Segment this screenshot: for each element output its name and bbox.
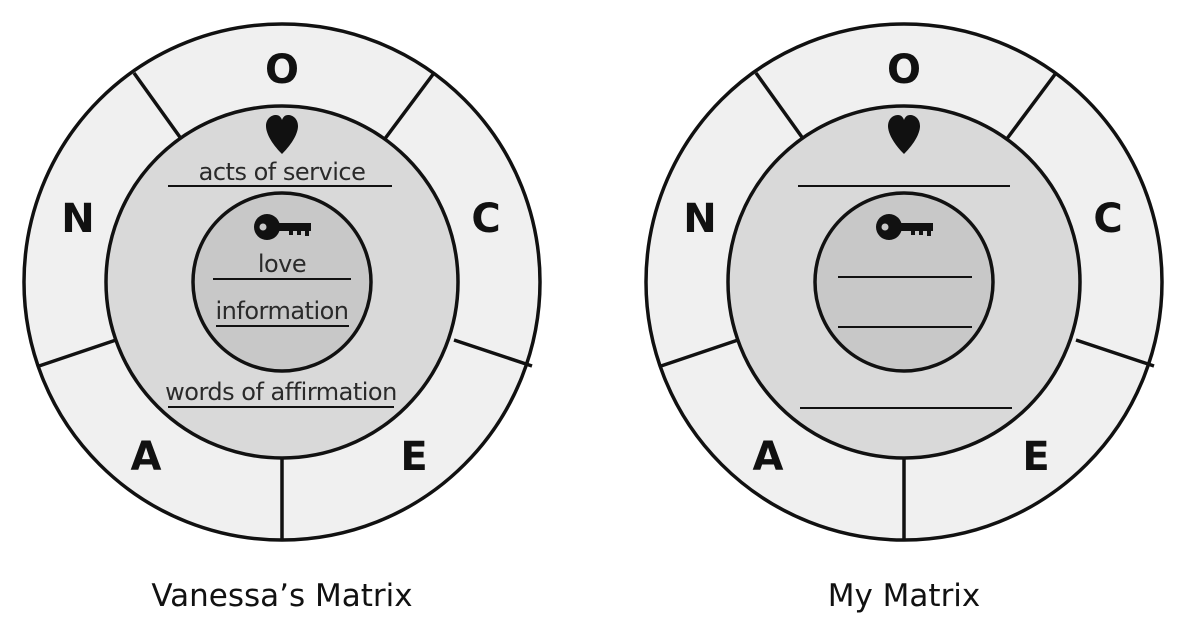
divider-o-c [1004, 71, 1058, 142]
divider-c-e [453, 338, 533, 368]
matrix-title: Vanessa’s Matrix [151, 578, 412, 614]
inner-circle [191, 191, 373, 373]
heart-icon [888, 115, 920, 154]
segment-letter-e: E [1022, 434, 1049, 480]
inner-circle [813, 191, 995, 373]
divider-c-e [1075, 338, 1155, 368]
outer-top-value: acts of service [199, 158, 366, 186]
segment-letter-c: C [471, 196, 500, 242]
matrix-title: My Matrix [828, 578, 981, 614]
segment-letter-n: N [61, 196, 94, 242]
divider-a-n [660, 338, 739, 368]
divider-n-o [754, 71, 806, 142]
divider-n-o [132, 71, 184, 142]
segment-letter-n: N [683, 196, 716, 242]
segment-letter-a: A [131, 434, 162, 480]
heart-icon [266, 115, 298, 154]
divider-o-c [382, 71, 436, 142]
matrix-my: O C E A N My Matrix [644, 22, 1164, 614]
matrix-vanessa: O C E A N acts of service love informati… [22, 22, 542, 614]
segment-letter-e: E [400, 434, 427, 480]
inner-bottom-value: information [215, 297, 348, 325]
segment-letter-a: A [753, 434, 784, 480]
segment-letter-o: O [265, 47, 299, 93]
key-icon [254, 214, 311, 240]
divider-a-n [38, 338, 117, 368]
segment-letter-o: O [887, 47, 921, 93]
segment-letter-c: C [1093, 196, 1122, 242]
key-icon [876, 214, 933, 240]
outer-bottom-value: words of affirmation [165, 378, 397, 406]
inner-top-value: love [258, 250, 306, 278]
